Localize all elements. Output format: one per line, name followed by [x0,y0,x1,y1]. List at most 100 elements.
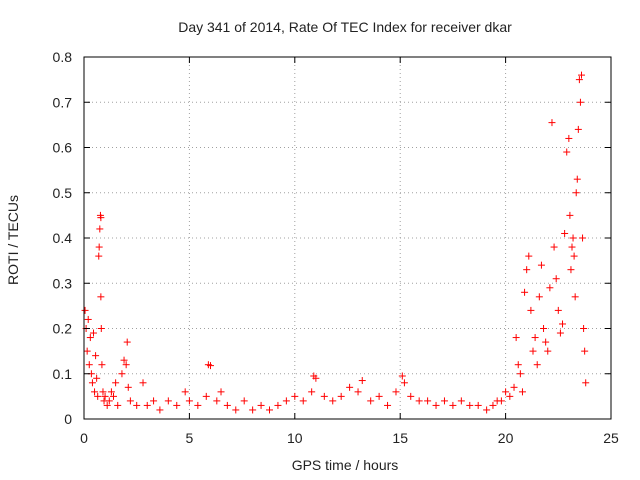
data-point [573,175,581,183]
x-tick-label: 15 [392,430,408,446]
data-point [96,225,104,233]
data-point [497,397,505,405]
data-point [544,347,552,355]
data-point [185,397,193,405]
data-point [213,397,221,405]
data-point [240,397,248,405]
data-point [516,370,524,378]
data-point [126,397,134,405]
y-tick-label: 0.3 [53,275,73,291]
data-point [107,388,115,396]
data-point [282,397,290,405]
data-point [139,379,147,387]
data-point [483,406,491,414]
data-point [531,334,539,342]
data-point [529,347,537,355]
data-point [400,379,408,387]
data-point [510,383,518,391]
data-point [86,334,94,342]
data-point [156,406,164,414]
data-point [542,338,550,346]
data-point [88,379,96,387]
x-tick-label: 10 [287,430,303,446]
data-point [97,293,105,301]
data-point [432,401,440,409]
data-point [181,388,189,396]
plot-frame [83,56,612,420]
data-point [122,361,130,369]
data-point [424,397,432,405]
data-point [299,397,307,405]
data-point [559,320,567,328]
data-point [232,406,240,414]
x-tick-label: 0 [80,430,88,446]
data-point [581,347,589,355]
data-point [546,284,554,292]
data-point [354,388,362,396]
data-point [89,329,97,337]
data-point [329,397,337,405]
data-point [525,252,533,260]
data-point [569,234,577,242]
data-point [274,401,282,409]
data-point [81,306,89,314]
data-point [194,401,202,409]
data-point [103,401,111,409]
data-point [548,119,556,127]
data-point [206,362,214,370]
data-point [83,347,91,355]
data-point [97,214,105,222]
data-point [535,293,543,301]
data-point [440,397,448,405]
data-point [202,392,210,400]
data-point [84,315,92,323]
data-point [398,372,406,380]
data-point [561,229,569,237]
data-point [291,392,299,400]
data-point [489,401,497,409]
data-point [521,288,529,296]
data-point [556,329,564,337]
data-point [575,76,583,84]
data-point [554,306,562,314]
data-point [93,374,101,382]
data-point [346,383,354,391]
y-tick-label: 0.7 [53,94,73,110]
data-point [358,377,366,385]
x-axis-label: GPS time / hours [292,457,399,473]
data-point [118,370,126,378]
data-point [337,392,345,400]
data-point [95,252,103,260]
data-point [114,401,122,409]
data-point [105,397,113,405]
data-point [457,397,465,405]
data-point [574,125,582,133]
y-tick-label: 0.4 [53,230,73,246]
data-point [567,266,575,274]
data-point [582,379,590,387]
data-point [98,361,106,369]
axis-ticks [83,56,612,420]
data-point [101,392,109,400]
data-point [97,325,105,332]
data-point [506,392,514,400]
data-point [580,325,588,332]
data-point [392,388,400,396]
data-point [466,401,474,409]
grid-lines [84,57,611,419]
data-point [143,401,151,409]
data-point [502,388,510,396]
data-point [123,338,131,346]
data-point [533,361,541,369]
data-point [550,243,558,251]
data-point [91,388,99,396]
data-point [94,392,102,400]
data-point [223,401,231,409]
data-point [384,401,392,409]
data-point [523,266,531,274]
data-point [99,388,107,396]
data-point [537,261,545,269]
data-point [512,334,520,342]
